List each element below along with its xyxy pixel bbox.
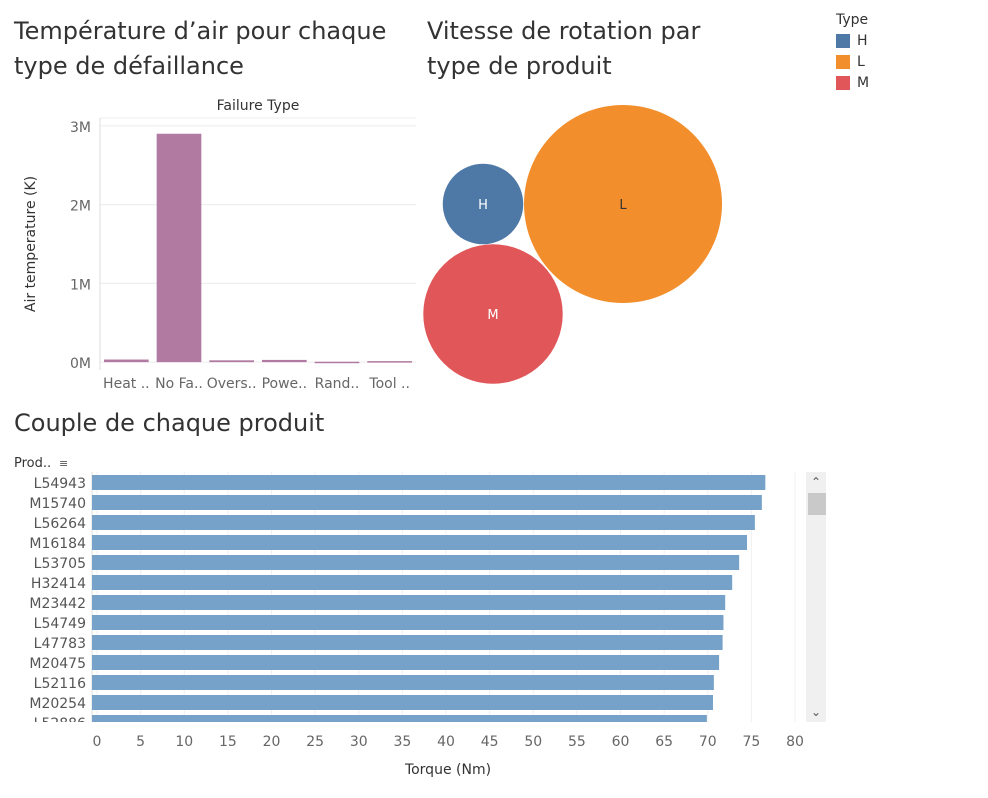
x-tick-label: Powe.. xyxy=(262,376,307,392)
row-label-l47783: L47783 xyxy=(34,636,86,652)
failure-type-header: Failure Type xyxy=(217,98,300,114)
x-tick-label: 70 xyxy=(699,734,717,750)
bar-l52116 xyxy=(92,675,714,690)
scrollbar-thumb[interactable] xyxy=(808,493,826,515)
row-label-m23442: M23442 xyxy=(29,596,86,612)
y-axis-title: Air temperature (K) xyxy=(23,176,39,312)
bubble-label-h: H xyxy=(478,198,488,213)
bubble-label-l: L xyxy=(619,198,627,213)
y-tick-label: 3M xyxy=(70,120,91,136)
bar-l54943 xyxy=(92,475,766,490)
bar-rand xyxy=(314,361,360,364)
type-legend[interactable]: Type H L M xyxy=(836,12,869,93)
torque-vertical-scrollbar[interactable]: ⌃ ⌄ xyxy=(806,472,826,722)
legend-item-m[interactable]: M xyxy=(836,72,869,93)
x-tick-label: 30 xyxy=(350,734,368,750)
row-label-l53705: L53705 xyxy=(34,556,86,572)
x-tick-label: 35 xyxy=(393,734,411,750)
row-label-l52116: L52116 xyxy=(34,676,86,692)
bubble-label-m: M xyxy=(487,308,498,323)
row-label-m20254: M20254 xyxy=(29,696,86,712)
x-tick-label: Tool .. xyxy=(368,376,410,392)
y-tick-label: 2M xyxy=(70,199,91,215)
bar-l53705 xyxy=(92,555,740,570)
x-tick-label: 45 xyxy=(481,734,499,750)
row-label-m20475: M20475 xyxy=(29,656,86,672)
x-tick-label: 15 xyxy=(219,734,237,750)
legend-label-h: H xyxy=(857,32,868,49)
bar-powe xyxy=(262,359,307,363)
x-tick-label: 75 xyxy=(742,734,760,750)
x-tick-label: 20 xyxy=(263,734,281,750)
row-label-l52886: L52886 xyxy=(34,716,86,732)
x-tick-label: 80 xyxy=(786,734,804,750)
legend-swatch-l xyxy=(836,54,850,69)
bar-l47783 xyxy=(92,635,723,650)
x-tick-label: 25 xyxy=(306,734,324,750)
rotation-chart-title: Vitesse de rotation par type de produit xyxy=(427,17,701,80)
x-axis-title: Torque (Nm) xyxy=(404,762,491,778)
x-tick-label: Heat .. xyxy=(103,376,150,392)
x-tick-label: Rand.. xyxy=(315,376,360,392)
x-tick-label: 40 xyxy=(437,734,455,750)
bar-h32414 xyxy=(92,575,733,590)
row-label-l54749: L54749 xyxy=(34,616,86,632)
bar-m16184 xyxy=(92,535,748,550)
air-temp-chart-title: Température d’air pour chaque type de dé… xyxy=(14,17,387,80)
y-tick-label: 1M xyxy=(70,277,91,293)
x-tick-label: 65 xyxy=(655,734,673,750)
x-tick-label: 10 xyxy=(175,734,193,750)
row-label-h32414: H32414 xyxy=(31,576,86,592)
bar-l52886 xyxy=(92,715,707,722)
x-tick-label: 5 xyxy=(136,734,145,750)
bar-tool xyxy=(367,361,412,363)
bubble-h xyxy=(442,163,524,245)
legend-swatch-m xyxy=(836,75,850,90)
bar-l56264 xyxy=(92,515,755,530)
bar-heat xyxy=(104,359,149,363)
legend-swatch-h xyxy=(836,33,850,48)
x-tick-label: Overs.. xyxy=(207,376,257,392)
bar-m15740 xyxy=(92,495,762,510)
bar-m23442 xyxy=(92,595,726,610)
row-label-l56264: L56264 xyxy=(34,516,86,532)
legend-title: Type xyxy=(836,12,869,28)
row-label-m15740: M15740 xyxy=(29,496,86,512)
x-tick-label: 0 xyxy=(93,734,102,750)
scroll-down-icon[interactable]: ⌄ xyxy=(810,705,822,719)
legend-label-l: L xyxy=(857,53,865,70)
scroll-up-icon[interactable]: ⌃ xyxy=(810,475,822,489)
row-label-m16184: M16184 xyxy=(29,536,86,552)
legend-label-m: M xyxy=(857,74,870,91)
product-row-header: Prod.. xyxy=(14,456,51,471)
bar-overs xyxy=(209,360,254,363)
y-tick-label: 0M xyxy=(70,356,91,372)
bar-m20254 xyxy=(92,695,713,710)
sort-icon: ≡ xyxy=(59,457,68,470)
bubble-m xyxy=(423,244,563,384)
row-label-l54943: L54943 xyxy=(34,476,86,492)
bar-no-fa xyxy=(156,133,202,363)
legend-item-l[interactable]: L xyxy=(836,51,869,72)
bar-l54749 xyxy=(92,615,724,630)
x-tick-label: 55 xyxy=(568,734,586,750)
x-tick-label: 60 xyxy=(612,734,630,750)
bar-m20475 xyxy=(92,655,720,670)
legend-item-h[interactable]: H xyxy=(836,30,869,51)
x-tick-label: 50 xyxy=(524,734,542,750)
x-tick-label: No Fa.. xyxy=(155,376,203,392)
bubble-l xyxy=(524,105,722,303)
torque-chart-title: Couple de chaque produit xyxy=(14,409,325,437)
